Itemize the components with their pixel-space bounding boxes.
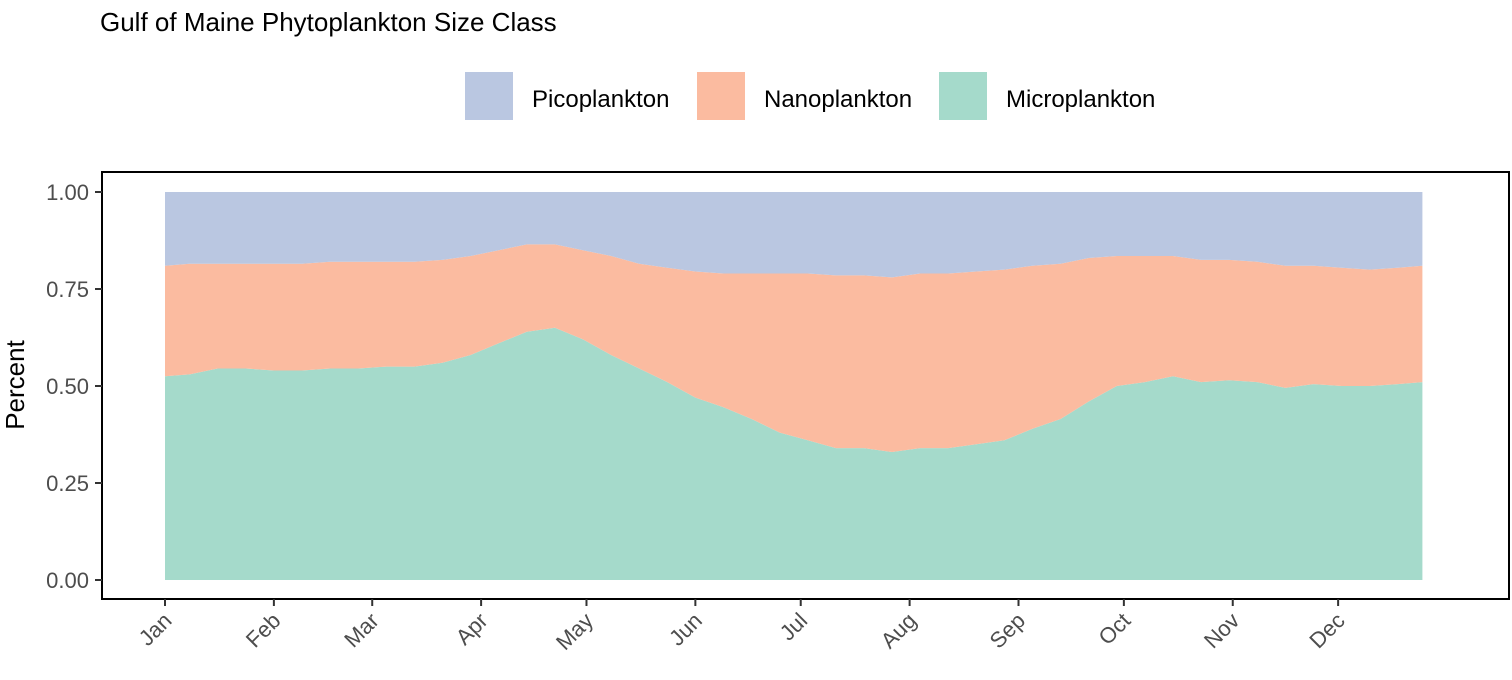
y-tick-label: 0.75 [46, 277, 89, 302]
plot-areas [165, 192, 1423, 580]
x-tick-label-sep: Sep [985, 608, 1030, 653]
legend-swatch [465, 72, 513, 120]
x-tick-label-may: May [551, 608, 598, 655]
y-tick-label: 0.50 [46, 374, 89, 399]
legend-label: Microplankton [1006, 86, 1155, 113]
legend-label: Picoplankton [532, 86, 669, 113]
x-tick-label-aug: Aug [876, 608, 921, 653]
legend-item-picoplankton: Picoplankton [465, 72, 669, 120]
y-axis: 0.00 0.25 0.50 0.75 1.00 [46, 180, 102, 593]
x-tick-label-apr: Apr [451, 608, 493, 650]
legend: Picoplankton Nanoplankton Microplankton [465, 72, 1155, 120]
y-tick-label: 0.00 [46, 568, 89, 593]
chart-title: Gulf of Maine Phytoplankton Size Class [100, 7, 557, 37]
x-axis: Jan Feb Mar Apr May Jun Jul Aug Sep Oct Nov Dec [134, 599, 1350, 655]
x-tick-label-mar: Mar [339, 608, 383, 652]
area-picoplankton [165, 192, 1423, 278]
x-tick-label-dec: Dec [1304, 608, 1349, 653]
x-tick-label-jan: Jan [134, 608, 177, 651]
x-tick-label-jun: Jun [664, 608, 707, 651]
y-tick-label: 0.25 [46, 471, 89, 496]
y-tick-label: 1.00 [46, 180, 89, 205]
legend-item-nanoplankton: Nanoplankton [697, 72, 912, 120]
legend-item-microplankton: Microplankton [939, 72, 1155, 120]
legend-swatch [939, 72, 987, 120]
legend-swatch [697, 72, 745, 120]
x-tick-label-feb: Feb [241, 608, 285, 652]
x-tick-label-jul: Jul [775, 608, 813, 646]
x-tick-label-oct: Oct [1094, 608, 1136, 650]
legend-label: Nanoplankton [764, 86, 912, 113]
area-microplankton [165, 327, 1423, 580]
area-nanoplankton [165, 244, 1423, 452]
y-axis-title: Percent [0, 339, 30, 429]
x-tick-label-nov: Nov [1199, 608, 1244, 653]
